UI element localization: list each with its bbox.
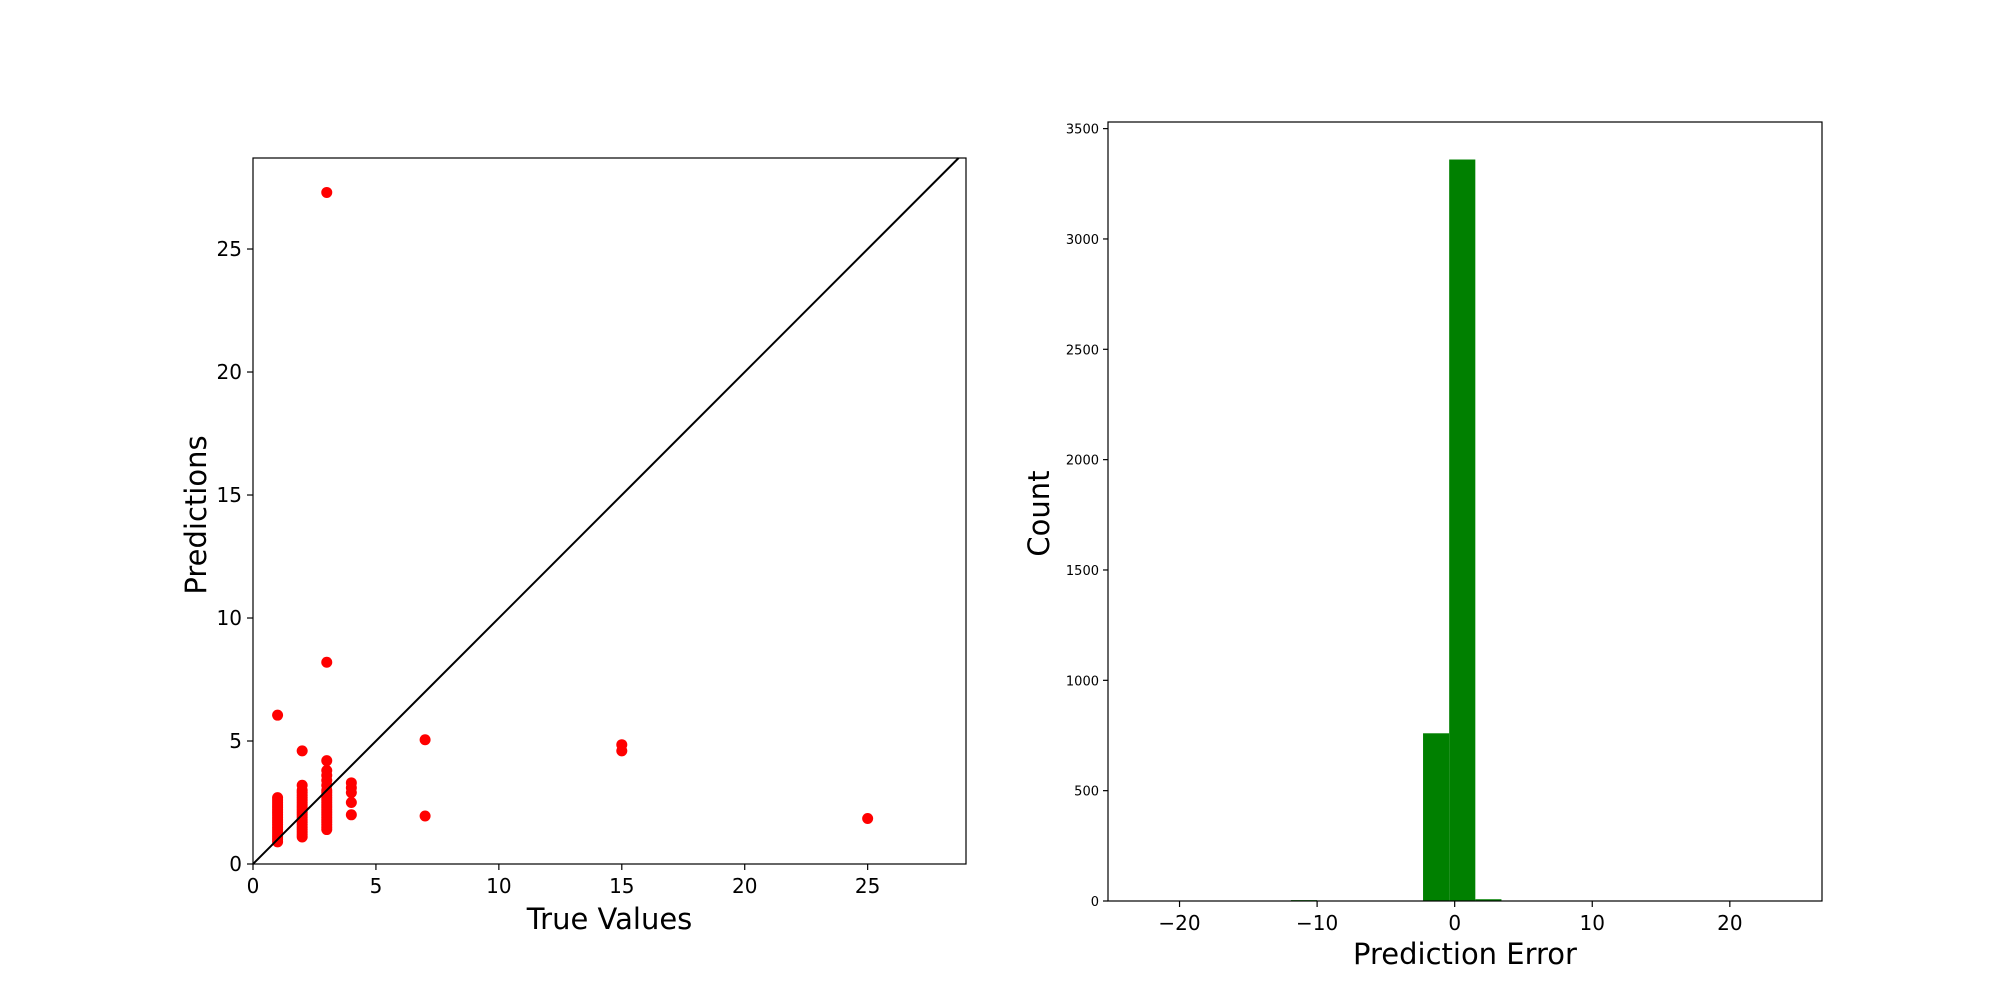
histogram-bar: [1475, 899, 1502, 901]
histogram-y-tick-label: 2000: [1066, 454, 1099, 469]
histogram-x-tick-label: 0: [1448, 911, 1461, 935]
scatter-point: [296, 745, 308, 757]
scatter-point: [345, 797, 357, 809]
scatter-x-tick-label: 20: [732, 874, 757, 898]
scatter-x-tick-label: 15: [609, 874, 634, 898]
scatter-y-ticks: 0 5 10 15 20 25: [217, 237, 253, 876]
histogram-x-tick-label: 10: [1580, 911, 1605, 935]
histogram-y-tick-label: 3000: [1066, 233, 1099, 248]
scatter-points: [272, 186, 874, 848]
histogram-x-tick-label: −10: [1296, 911, 1338, 935]
scatter-x-tick-label: 25: [855, 874, 880, 898]
scatter-y-tick-label: 20: [217, 360, 242, 384]
scatter-axes-frame: [252, 157, 967, 865]
scatter-point: [345, 777, 357, 789]
scatter-y-tick-label: 5: [229, 729, 242, 753]
histogram-y-tick-label: 0: [1091, 895, 1099, 910]
scatter-x-tick-label: 10: [486, 874, 511, 898]
identity-line: [252, 157, 960, 865]
scatter-point: [272, 792, 284, 804]
scatter-point: [272, 709, 284, 721]
scatter-x-axis-label: True Values: [526, 902, 693, 936]
scatter-point: [862, 812, 874, 824]
histogram-x-tick-label: 20: [1717, 911, 1742, 935]
histogram-x-axis-label: Prediction Error: [1353, 937, 1577, 971]
histogram-bar: [1423, 733, 1450, 901]
scatter-x-tick-label: 0: [247, 874, 260, 898]
scatter-point: [419, 734, 431, 746]
scatter-x-ticks: 0 5 10 15 20 25: [247, 864, 880, 898]
histogram-y-tick-label: 1000: [1066, 674, 1099, 689]
scatter-point: [321, 186, 333, 198]
scatter-y-tick-label: 10: [217, 606, 242, 630]
scatter-y-tick-label: 15: [217, 483, 242, 507]
histogram-y-tick-label: 500: [1074, 785, 1099, 800]
scatter-point: [321, 765, 333, 777]
scatter-point: [296, 779, 308, 791]
histogram-y-tick-label: 3500: [1066, 123, 1099, 138]
histogram-plot: −20 −10 0 10 20 0 500 1000 1500 2000 2500 3000 3500…: [1022, 121, 1823, 971]
scatter-y-tick-label: 25: [217, 237, 242, 261]
scatter-point: [321, 656, 333, 668]
scatter-point: [419, 810, 431, 822]
histogram-axes-frame: [1107, 121, 1823, 902]
histogram-x-ticks: −20 −10 0 10 20: [1158, 901, 1743, 935]
histogram-x-tick-label: −20: [1158, 911, 1200, 935]
histogram-y-tick-label: 2500: [1066, 343, 1099, 358]
histogram-bar: [1449, 159, 1476, 902]
scatter-point: [616, 739, 628, 751]
histogram-y-ticks: 0 500 1000 1500 2000 2500 3000 3500: [1066, 123, 1108, 910]
histogram-y-tick-label: 1500: [1066, 564, 1099, 579]
scatter-plot: 0 5 10 15 20 25 0 5 10 15 20 25 True Values Predic…: [179, 157, 967, 936]
scatter-y-axis-label: Predictions: [179, 435, 213, 594]
scatter-y-tick-label: 0: [229, 852, 242, 876]
scatter-point: [345, 809, 357, 821]
scatter-x-tick-label: 5: [370, 874, 383, 898]
scatter-point: [321, 755, 333, 767]
histogram-y-axis-label: Count: [1022, 470, 1056, 556]
